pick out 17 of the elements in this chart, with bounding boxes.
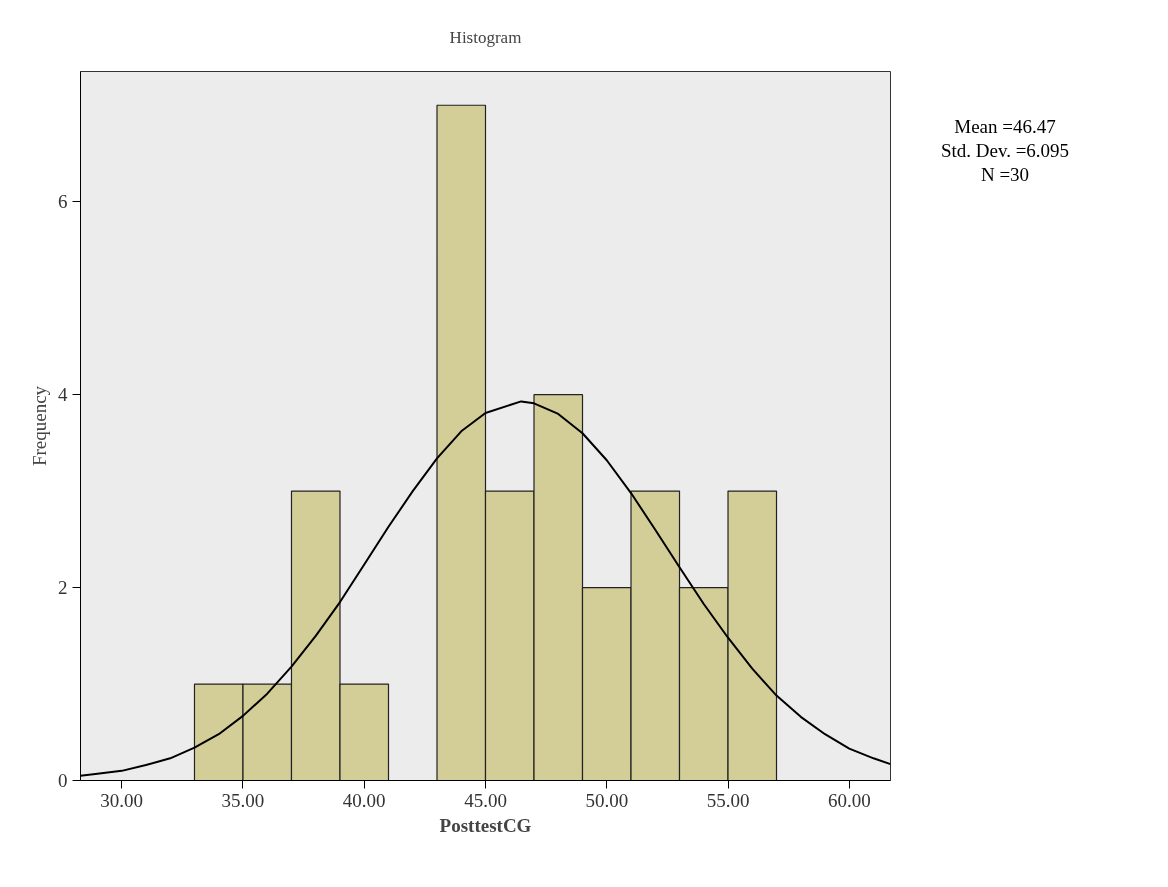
- y-axis-title: Frequency: [29, 385, 50, 467]
- x-tick-label: 30.00: [100, 789, 144, 811]
- y-tick-label: 4: [58, 384, 68, 406]
- x-tick-label: 35.00: [221, 789, 265, 811]
- y-tick-label: 0: [58, 770, 68, 791]
- x-tick-label: 55.00: [706, 789, 750, 811]
- y-tick-label: 2: [58, 577, 68, 599]
- text: Std. Dev. =6.095: [940, 140, 1070, 161]
- y-tick-label: 6: [58, 191, 68, 213]
- x-tick-label: 60.00: [827, 789, 871, 811]
- x-tick-label: 45.00: [464, 789, 507, 811]
- x-tick-label: 40.00: [342, 789, 386, 811]
- chart-title: Histogram: [449, 27, 522, 47]
- text: Mean =46.47: [954, 116, 1056, 137]
- x-axis-title: PosttestCG: [439, 814, 532, 836]
- text: N =30: [980, 164, 1030, 185]
- x-tick-label: 50.00: [585, 789, 629, 811]
